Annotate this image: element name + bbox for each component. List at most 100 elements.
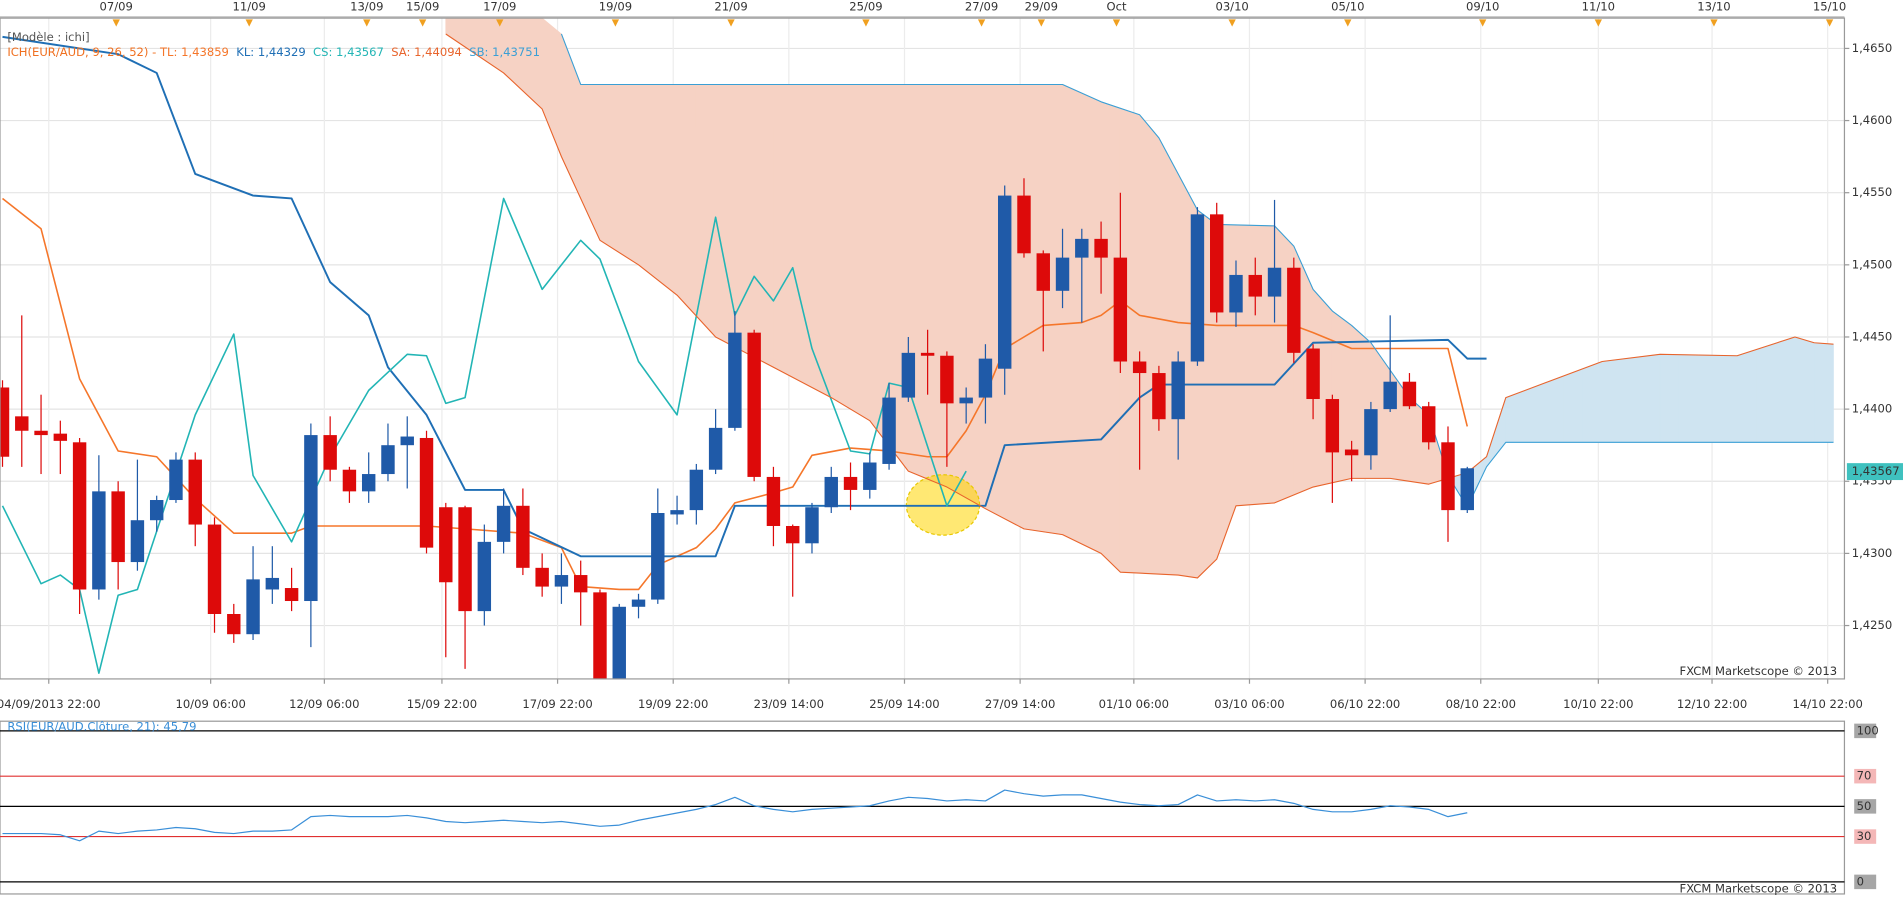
candle-body [419,437,434,548]
cloud-segment [1331,310,1352,484]
top-tick-marker [611,19,620,27]
candle-body [1017,195,1031,254]
candle-body [1132,361,1147,374]
candle-body [458,507,472,612]
candle-body [265,577,280,590]
top-tick-label: 13/09 [350,0,383,14]
cloud-segment [753,84,774,368]
cloud-segment [1139,113,1160,575]
candle-body [785,525,800,544]
cloud-segment [1042,84,1063,536]
candle-body [747,332,761,477]
top-tick-label: 15/09 [406,0,439,14]
candle-body [1460,468,1474,511]
top-tick-label: 21/09 [714,0,747,14]
candle-body [227,613,241,635]
candle-body [1229,274,1243,313]
x-tick-label: 25/09 14:00 [869,697,939,711]
y-tick-label: 1,4300 [1852,546,1892,560]
cloud-segment [1736,348,1757,443]
candle-body [843,476,858,490]
y-tick-label: 30 [1857,829,1872,843]
top-tick-label: 19/09 [599,0,632,14]
legend-entry: CS: 1,43567 [313,44,384,58]
candle-body [477,541,492,612]
cloud-segment [1698,354,1719,443]
candle-body [1441,442,1455,511]
candle-body [207,524,222,614]
candle-body [1075,238,1089,258]
cloud-segment [1023,84,1044,533]
candle-body [670,510,684,515]
subtitle: [Modèle : ichi] [7,30,89,44]
y-tick-label: 1,4650 [1852,41,1892,55]
level-label-box [1854,768,1877,784]
rsi-frame [0,720,1846,895]
candle-body [1344,449,1359,456]
candle-body [400,436,414,446]
candle-body [496,505,511,542]
cloud-segment [811,84,832,399]
candle-body [824,476,838,508]
indicator-line [2,789,1468,842]
top-tick-marker [727,19,735,27]
main-frame [0,17,1846,680]
cloud-segment [676,84,697,317]
watermark: FXCM Marketscope © 2013 [1680,664,1838,678]
axes: 1,4650 1,4600 1,4550 1,4500 1,4450 1,4400 1,43… [0,0,1903,711]
cloud-segment [927,84,948,488]
candle-body [246,579,260,635]
indicator-line [2,35,1487,558]
x-tick-label: 12/09 06:00 [289,697,359,711]
top-tick-marker [1228,19,1236,27]
y-tick-label: 0 [1857,874,1864,888]
top-tick-label: 05/10 [1331,0,1364,14]
candle-body [34,430,48,436]
price-tag-label: 1,43567 [1852,464,1900,478]
level-label-box [1854,799,1877,814]
cloud-segment [715,84,736,348]
cloud-segment [1524,382,1545,443]
top-tick-marker [245,19,253,27]
indicator-line [2,197,1469,591]
cloud-segment [1678,354,1699,443]
candle-body [169,459,183,501]
cloud-segment [1235,224,1256,507]
y-tick-label: 100 [1857,723,1879,737]
top-tick-marker [862,19,870,27]
candle-body [651,513,665,600]
indicator-line [1,197,967,674]
y-tick-label: 1,4600 [1852,113,1892,127]
top-tick-marker [112,19,120,27]
x-tick-label: 19/09 22:00 [638,697,708,711]
y-tick-label: 70 [1857,769,1872,783]
top-tick-label: 15/10 [1813,0,1846,14]
y-tick-label: 1,4500 [1852,257,1892,271]
candle-body [53,433,68,441]
top-tick-marker [496,19,504,27]
legend-entry: KL: 1,44329 [236,44,305,58]
rsi-panel: 100 70 50 30 0 [0,723,1879,890]
y-tick-label: 1,4250 [1852,618,1892,632]
cloud-segment [1621,356,1642,443]
top-tick-marker [1710,19,1718,27]
cloud-segment [734,84,755,358]
candle-body [323,435,337,470]
x-tick-label: 10/09 06:00 [175,697,245,711]
candle-body [554,575,569,587]
x-tick-label: 12/10 22:00 [1677,697,1747,711]
legend-entry: SB: 1,43751 [469,44,540,58]
top-tick-marker [1594,19,1602,27]
top-tick-marker [419,19,427,27]
cloud-segment [965,84,986,510]
x-tick-label: 15/09 22:00 [407,697,477,711]
candle-body [612,606,626,679]
candle-body [439,507,453,583]
x-tick-label: 14/10 22:00 [1792,697,1862,711]
legend-entry: TL: 1,43859 [159,44,229,58]
candle-body [940,355,954,404]
top-tick-marker [1037,19,1045,27]
x-tick-label: 10/10 22:00 [1563,697,1633,711]
candle-body [708,427,723,470]
